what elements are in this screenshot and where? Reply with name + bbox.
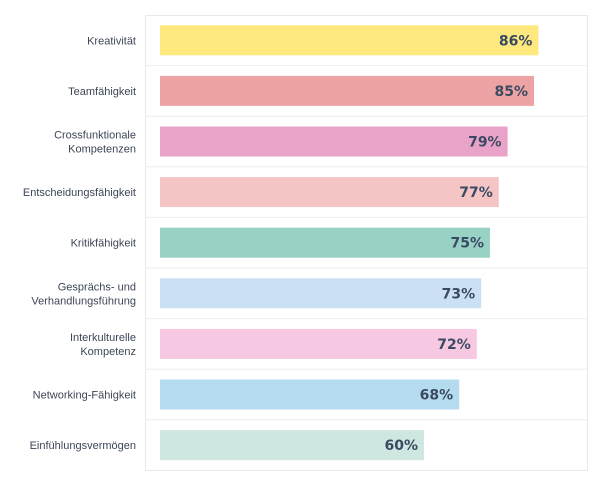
bar xyxy=(160,328,477,359)
bar xyxy=(160,227,490,258)
category-label: Entscheidungsfähigkeit xyxy=(23,187,136,199)
category-label: Kompetenz xyxy=(80,346,136,358)
category-label: Crossfunktionale xyxy=(54,130,136,142)
value-label: 72% xyxy=(437,337,471,353)
bar xyxy=(160,430,424,461)
bar xyxy=(160,379,460,410)
category-label: Interkulturelle xyxy=(70,332,136,344)
bar xyxy=(160,25,539,56)
plot-area-frame xyxy=(145,15,588,471)
bar xyxy=(160,177,499,208)
value-label: 77% xyxy=(459,185,493,201)
value-label: 75% xyxy=(450,236,484,252)
bar xyxy=(160,126,508,157)
bar xyxy=(160,75,534,106)
category-label: Networking-Fähigkeit xyxy=(33,390,136,402)
bar xyxy=(160,278,482,309)
value-label: 86% xyxy=(499,33,533,49)
chart-rows: Kreativität 86% Teamfähigkeit 85% Crossfunkt… xyxy=(23,25,587,461)
category-label: Teamfähigkeit xyxy=(68,86,136,98)
value-label: 85% xyxy=(494,84,528,100)
value-label: 79% xyxy=(468,135,502,151)
category-label: Kritikfähigkeit xyxy=(71,238,136,250)
category-label: Verhandlungsführung xyxy=(31,295,136,307)
value-label: 73% xyxy=(442,286,476,302)
category-label: Kreativität xyxy=(87,35,136,47)
value-label: 68% xyxy=(420,388,454,404)
category-label: Gesprächs- und xyxy=(58,281,136,293)
category-label: Kompetenzen xyxy=(68,144,136,156)
category-label: Einfühlungsvermögen xyxy=(30,440,136,452)
value-label: 60% xyxy=(384,438,418,454)
